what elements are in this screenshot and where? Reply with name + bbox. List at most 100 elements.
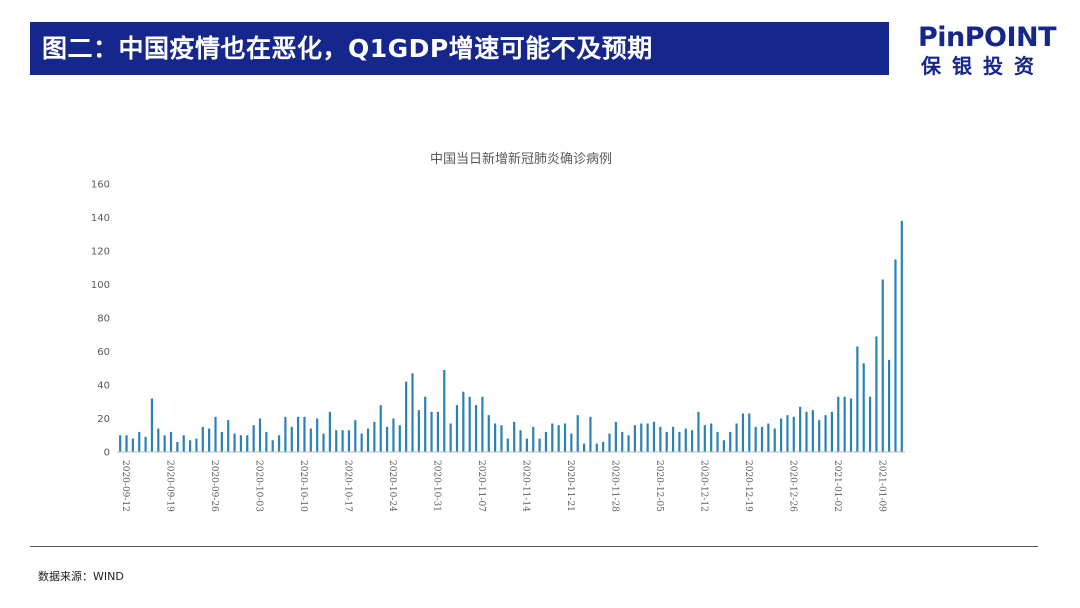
footer-divider: [30, 546, 1038, 547]
bar: [760, 426, 764, 453]
bar: [303, 416, 306, 452]
bar: [868, 396, 872, 452]
bar: [741, 413, 745, 452]
bar: [417, 410, 420, 453]
x-tick-label: 2020-11-14: [521, 460, 531, 512]
bar: [373, 421, 376, 452]
y-tick-label: 80: [97, 314, 110, 325]
x-tick-label: 2020-09-12: [120, 460, 130, 512]
bar: [779, 418, 783, 452]
bar: [385, 426, 389, 453]
bar: [786, 415, 789, 452]
bar: [735, 423, 738, 452]
y-axis: 0 20 40 60 80 100 120 140 160: [91, 180, 110, 459]
bar: [862, 363, 865, 452]
bar: [532, 426, 535, 453]
bar: [811, 410, 814, 453]
bar: [449, 423, 452, 452]
bar: [703, 425, 706, 452]
bar: [888, 359, 891, 453]
bar: [430, 411, 433, 452]
x-tick-label: 2020-09-26: [209, 460, 219, 512]
bar: [246, 435, 249, 452]
bar: [239, 435, 243, 452]
bar: [138, 431, 141, 452]
bar: [481, 396, 484, 452]
bar: [424, 396, 427, 452]
x-tick-label: 2020-09-19: [165, 460, 175, 512]
bar: [487, 415, 490, 452]
bar: [125, 435, 128, 452]
bar: [754, 426, 757, 453]
logo-chinese: 保银投资: [921, 54, 1045, 78]
bar: [551, 423, 554, 452]
bar: [360, 433, 363, 452]
bar: [881, 279, 884, 452]
y-tick-label: 100: [91, 280, 110, 291]
x-tick-label: 2020-11-28: [610, 460, 620, 512]
bar: [316, 418, 319, 452]
bar: [500, 425, 503, 452]
bar: [837, 396, 840, 452]
bar: [494, 423, 497, 452]
bar: [341, 430, 344, 452]
bar: [729, 431, 732, 452]
bar: [271, 440, 274, 452]
bar: [506, 438, 509, 452]
bar: [900, 220, 903, 452]
bar: [405, 381, 408, 452]
bar: [258, 418, 262, 452]
bar: [621, 431, 624, 452]
x-tick-label: 2020-10-24: [387, 460, 397, 512]
bar: [379, 405, 382, 452]
bar: [455, 405, 459, 452]
x-tick-label: 2020-11-21: [565, 460, 575, 512]
y-tick-label: 60: [97, 347, 110, 358]
bar: [519, 430, 522, 452]
bar: [290, 426, 293, 453]
bar: [805, 411, 808, 452]
bar: [392, 418, 395, 452]
bar: [678, 431, 681, 452]
x-axis: 2020-09-12 2020-09-19 2020-09-26 2020-10-03…: [120, 460, 886, 512]
bar: [671, 426, 675, 453]
bar: [309, 428, 312, 452]
y-tick-label: 20: [97, 414, 110, 425]
bar: [589, 416, 592, 452]
bar: [544, 431, 548, 452]
bar: [748, 413, 751, 452]
y-tick-label: 0: [104, 448, 110, 459]
bar: [354, 420, 357, 452]
x-tick-label: 2020-10-17: [343, 460, 353, 512]
bar: [208, 428, 211, 452]
x-tick-label: 2020-12-12: [699, 460, 709, 512]
bar: [322, 433, 325, 452]
bar: [366, 428, 370, 452]
bar: [608, 433, 611, 452]
bar: [627, 435, 630, 452]
bar: [474, 405, 478, 452]
x-tick-label: 2020-10-10: [298, 460, 308, 512]
bars: [119, 220, 903, 453]
x-tick-label: 2020-10-31: [432, 460, 442, 512]
bar: [150, 398, 154, 452]
bar: [557, 425, 560, 452]
bar: [602, 441, 605, 452]
pinpoint-logo: PinPOINT 保银投资: [904, 22, 1057, 78]
bar: [284, 416, 287, 452]
bar: [188, 440, 192, 452]
bar: [220, 431, 223, 452]
bar: [582, 443, 586, 453]
bar: [576, 415, 579, 452]
bar: [265, 431, 268, 452]
bar: [894, 259, 897, 453]
y-tick-label: 120: [91, 247, 110, 258]
page-title: 图二：中国疫情也在恶化，Q1GDP增速可能不及预期: [42, 34, 653, 63]
bar: [716, 431, 719, 452]
bar: [443, 369, 446, 452]
bar: [144, 436, 147, 452]
x-tick-label: 2020-12-19: [743, 460, 753, 512]
logo-wordmark: PinPOINT: [918, 22, 1057, 53]
bar: [157, 428, 160, 452]
bar: [856, 346, 859, 452]
